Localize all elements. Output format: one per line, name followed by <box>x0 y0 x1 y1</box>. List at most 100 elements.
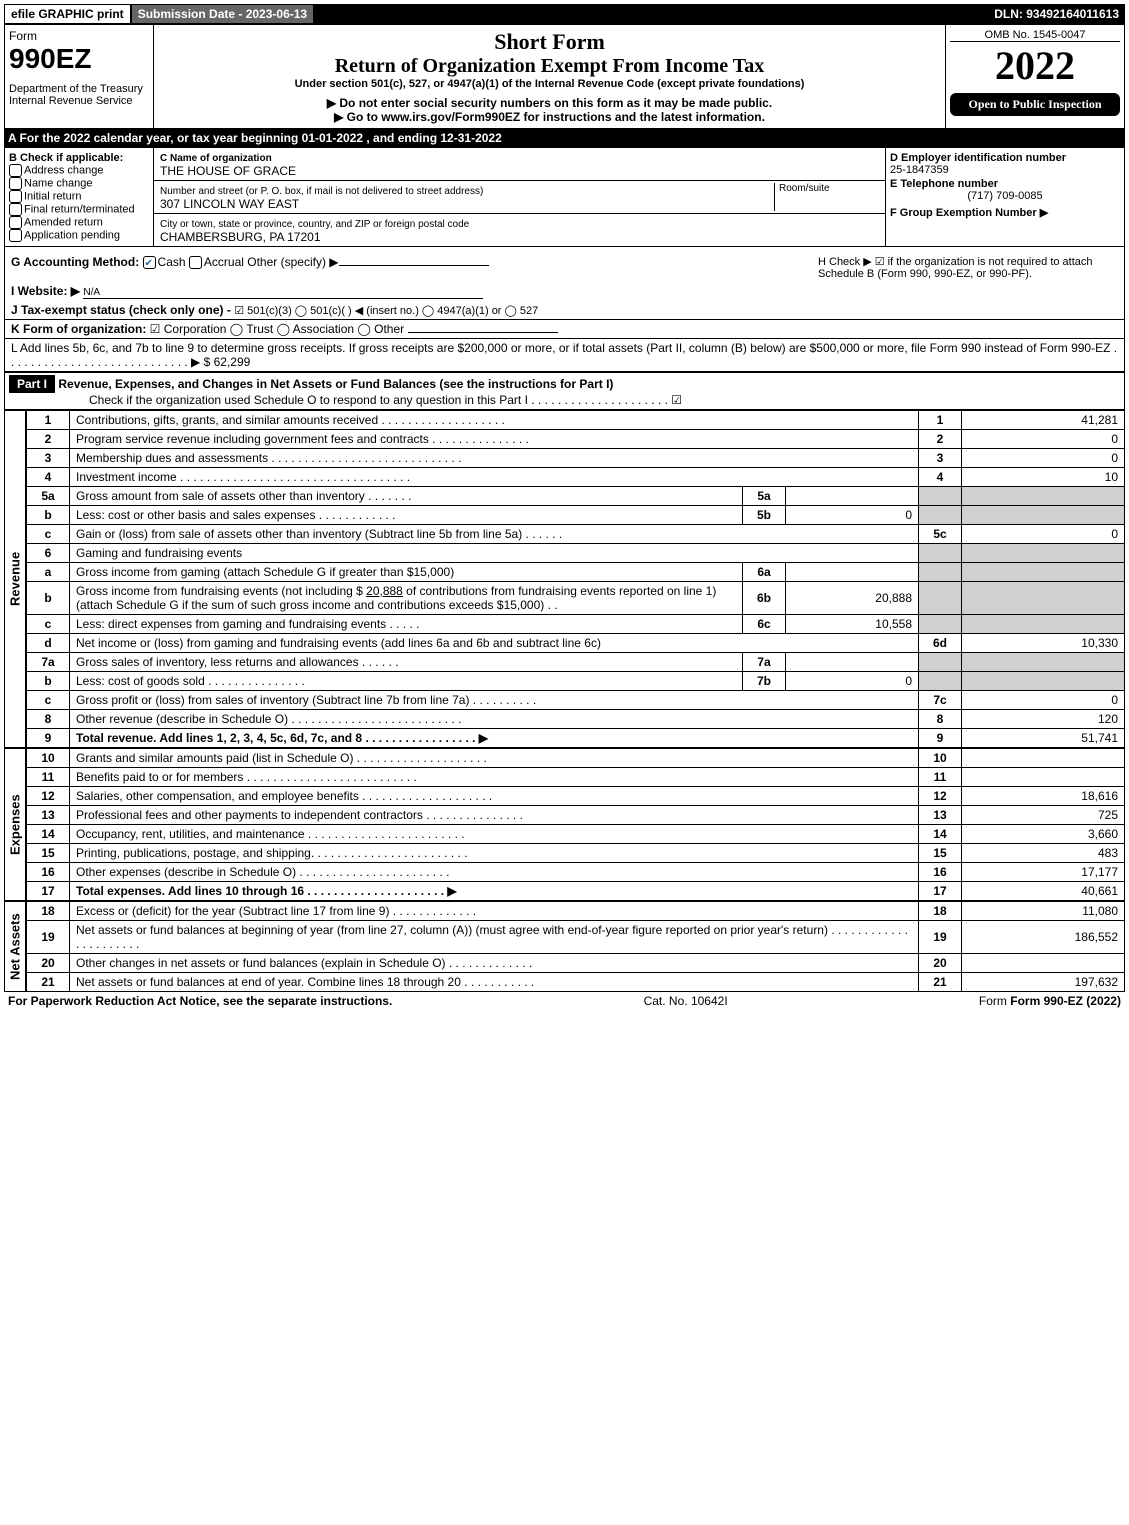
j-opts: ☑ 501(c)(3) ◯ 501(c)( ) ◀ (insert no.) ◯… <box>234 305 538 317</box>
org-name: THE HOUSE OF GRACE <box>160 164 296 178</box>
open-public: Open to Public Inspection <box>950 93 1120 116</box>
netassets-table: 18Excess or (deficit) for the year (Subt… <box>26 901 1125 992</box>
info-grid: B Check if applicable: Address change Na… <box>4 147 1125 247</box>
line-20: 20Other changes in net assets or fund ba… <box>27 954 1125 973</box>
form-word: Form <box>9 29 149 43</box>
ein-label: D Employer identification number <box>890 152 1120 164</box>
line-7a: 7aGross sales of inventory, less returns… <box>27 653 1125 672</box>
irs: Internal Revenue Service <box>9 95 149 107</box>
col-b: B Check if applicable: Address change Na… <box>5 148 154 246</box>
tel-label: E Telephone number <box>890 178 1120 190</box>
short-form-title: Short Form <box>162 29 937 55</box>
part1-header: Part I Revenue, Expenses, and Changes in… <box>4 372 1125 410</box>
omb: OMB No. 1545-0047 <box>950 29 1120 42</box>
part1-title: Revenue, Expenses, and Changes in Net As… <box>58 377 613 391</box>
header-left: Form 990EZ Department of the Treasury In… <box>5 25 154 128</box>
g-h-row: G Accounting Method: Cash Accrual Other … <box>4 247 1125 282</box>
line-12: 12Salaries, other compensation, and empl… <box>27 787 1125 806</box>
dept: Department of the Treasury <box>9 83 149 95</box>
line-6c: cLess: direct expenses from gaming and f… <box>27 615 1125 634</box>
top-bar: efile GRAPHIC print Submission Date - 20… <box>4 4 1125 24</box>
addr-label: Number and street (or P. O. box, if mail… <box>160 186 483 197</box>
tax-year: 2022 <box>950 42 1120 89</box>
line-1: 1Contributions, gifts, grants, and simil… <box>27 411 1125 430</box>
netassets-label: Net Assets <box>4 901 26 992</box>
line-15: 15Printing, publications, postage, and s… <box>27 844 1125 863</box>
part1-label: Part I <box>9 375 55 393</box>
chk-cash[interactable] <box>143 256 156 269</box>
line-13: 13Professional fees and other payments t… <box>27 806 1125 825</box>
chk-final[interactable]: Final return/terminated <box>9 203 149 216</box>
line-6b: bGross income from fundraising events (n… <box>27 582 1125 615</box>
line-9: 9Total revenue. Add lines 1, 2, 3, 4, 5c… <box>27 729 1125 748</box>
ein: 25-1847359 <box>890 164 1120 176</box>
line-2: 2Program service revenue including gover… <box>27 430 1125 449</box>
netassets-wrap: Net Assets 18Excess or (deficit) for the… <box>4 901 1125 992</box>
line-3: 3Membership dues and assessments . . . .… <box>27 449 1125 468</box>
l-amount: 62,299 <box>214 355 251 369</box>
revenue-label: Revenue <box>4 410 26 748</box>
l-text: L Add lines 5b, 6c, and 7b to line 9 to … <box>11 341 1117 369</box>
footer: For Paperwork Reduction Act Notice, see … <box>4 992 1125 1010</box>
chk-amended[interactable]: Amended return <box>9 216 149 229</box>
line-18: 18Excess or (deficit) for the year (Subt… <box>27 902 1125 921</box>
header-right: OMB No. 1545-0047 2022 Open to Public In… <box>945 25 1124 128</box>
line-5b: bLess: cost or other basis and sales exp… <box>27 506 1125 525</box>
j-label: J Tax-exempt status (check only one) - <box>11 303 231 317</box>
line-8: 8Other revenue (describe in Schedule O) … <box>27 710 1125 729</box>
g-block: G Accounting Method: Cash Accrual Other … <box>11 255 818 280</box>
spacer <box>314 12 988 16</box>
expenses-table: 10Grants and similar amounts paid (list … <box>26 748 1125 901</box>
line-16: 16Other expenses (describe in Schedule O… <box>27 863 1125 882</box>
line-items-wrap: Revenue 1Contributions, gifts, grants, a… <box>4 410 1125 748</box>
grp-label: F Group Exemption Number ▶ <box>890 206 1120 219</box>
j-row: J Tax-exempt status (check only one) - ☑… <box>4 301 1125 320</box>
header-center: Short Form Return of Organization Exempt… <box>154 25 945 128</box>
addr: 307 LINCOLN WAY EAST <box>160 197 299 211</box>
part1-check: Check if the organization used Schedule … <box>89 393 682 407</box>
line-5a: 5aGross amount from sale of assets other… <box>27 487 1125 506</box>
main-title: Return of Organization Exempt From Incom… <box>162 55 937 78</box>
chk-initial[interactable]: Initial return <box>9 190 149 203</box>
line-11: 11Benefits paid to or for members . . . … <box>27 768 1125 787</box>
line-7c: cGross profit or (loss) from sales of in… <box>27 691 1125 710</box>
efile-label: efile GRAPHIC print <box>4 4 131 24</box>
k-row: K Form of organization: ☑ Corporation ◯ … <box>4 320 1125 339</box>
line-6: 6Gaming and fundraising events <box>27 544 1125 563</box>
chk-name[interactable]: Name change <box>9 177 149 190</box>
website: N/A <box>83 287 483 299</box>
chk-address[interactable]: Address change <box>9 164 149 177</box>
k-label: K Form of organization: <box>11 322 146 336</box>
line-5c: cGain or (loss) from sale of assets othe… <box>27 525 1125 544</box>
dln: DLN: 93492164011613 <box>988 5 1125 23</box>
line-14: 14Occupancy, rent, utilities, and mainte… <box>27 825 1125 844</box>
line-17: 17Total expenses. Add lines 10 through 1… <box>27 882 1125 901</box>
col-d: D Employer identification number 25-1847… <box>885 148 1124 246</box>
note1: ▶ Do not enter social security numbers o… <box>162 96 937 110</box>
line-7b: bLess: cost of goods sold . . . . . . . … <box>27 672 1125 691</box>
chk-accrual[interactable] <box>189 256 202 269</box>
subtitle: Under section 501(c), 527, or 4947(a)(1)… <box>162 78 937 90</box>
revenue-table: 1Contributions, gifts, grants, and simil… <box>26 410 1125 748</box>
line-21: 21Net assets or fund balances at end of … <box>27 973 1125 992</box>
k-opts: ☑ Corporation ◯ Trust ◯ Association ◯ Ot… <box>150 322 404 336</box>
i-label: I Website: ▶ <box>11 284 80 298</box>
line-4: 4Investment income . . . . . . . . . . .… <box>27 468 1125 487</box>
submission-date: Submission Date - 2023-06-13 <box>131 4 314 24</box>
h-block: H Check ▶ ☑ if the organization is not r… <box>818 255 1118 280</box>
line-19: 19Net assets or fund balances at beginni… <box>27 921 1125 954</box>
b-label: B Check if applicable: <box>9 152 149 164</box>
c-name-block: C Name of organization THE HOUSE OF GRAC… <box>154 148 885 181</box>
chk-pending[interactable]: Application pending <box>9 229 149 242</box>
i-row: I Website: ▶ N/A <box>4 282 1125 301</box>
col-c: C Name of organization THE HOUSE OF GRAC… <box>154 148 885 246</box>
line-6a: aGross income from gaming (attach Schedu… <box>27 563 1125 582</box>
expenses-wrap: Expenses 10Grants and similar amounts pa… <box>4 748 1125 901</box>
line-10: 10Grants and similar amounts paid (list … <box>27 749 1125 768</box>
section-a: A For the 2022 calendar year, or tax yea… <box>4 129 1125 147</box>
note2: ▶ Go to www.irs.gov/Form990EZ for instru… <box>162 110 937 124</box>
city: CHAMBERSBURG, PA 17201 <box>160 230 321 244</box>
footer-center: Cat. No. 10642I <box>644 994 728 1008</box>
c-addr-block: Number and street (or P. O. box, if mail… <box>154 181 885 214</box>
form-number: 990EZ <box>9 43 149 75</box>
